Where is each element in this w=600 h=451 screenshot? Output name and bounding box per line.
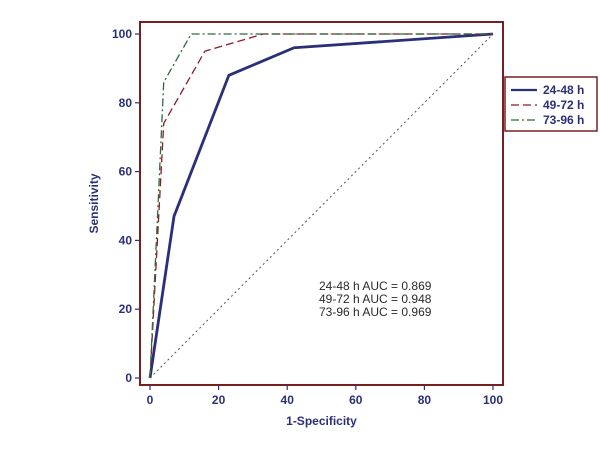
x-tick-label: 60	[349, 393, 363, 407]
plot-frame	[139, 21, 504, 386]
legend: 24-48 h49-72 h73-96 h	[504, 76, 598, 132]
legend-box	[504, 76, 598, 132]
y-tick-label: 60	[119, 165, 133, 179]
x-tick-label: 100	[483, 393, 503, 407]
legend-label-1: 24-48 h	[543, 83, 584, 97]
series-line-1	[148, 32, 494, 379]
x-tick-label: 40	[281, 393, 295, 407]
y-tick-label: 100	[112, 27, 132, 41]
axes-layer: 0 20 40 60 80 100 0 20 40 60 80 100 1-Specificity Sen…	[87, 21, 504, 428]
auc-annotation: 73-96 h AUC = 0.969	[319, 305, 432, 319]
y-axis-title: Sensitivity	[87, 173, 101, 233]
legend-label-3: 73-96 h	[543, 113, 584, 127]
y-tick-label: 0	[125, 371, 132, 385]
x-tick-label: 0	[147, 393, 154, 407]
reference-line-layer	[149, 33, 494, 379]
legend-label-2: 49-72 h	[543, 98, 584, 112]
auc-annotation: 24-48 h AUC = 0.869	[319, 279, 432, 293]
series-line-3	[149, 33, 493, 379]
y-tick-label: 40	[119, 233, 133, 247]
series-layer	[148, 32, 494, 379]
x-tick-label: 20	[212, 393, 226, 407]
x-tick-label: 80	[418, 393, 432, 407]
auc-annotation: 49-72 h AUC = 0.948	[319, 292, 432, 306]
y-tick-label: 20	[119, 302, 133, 316]
series-line-2	[149, 33, 493, 379]
x-axis-title: 1-Specificity	[286, 414, 357, 428]
y-tick-label: 80	[119, 96, 133, 110]
reference-diagonal-line	[149, 33, 494, 379]
